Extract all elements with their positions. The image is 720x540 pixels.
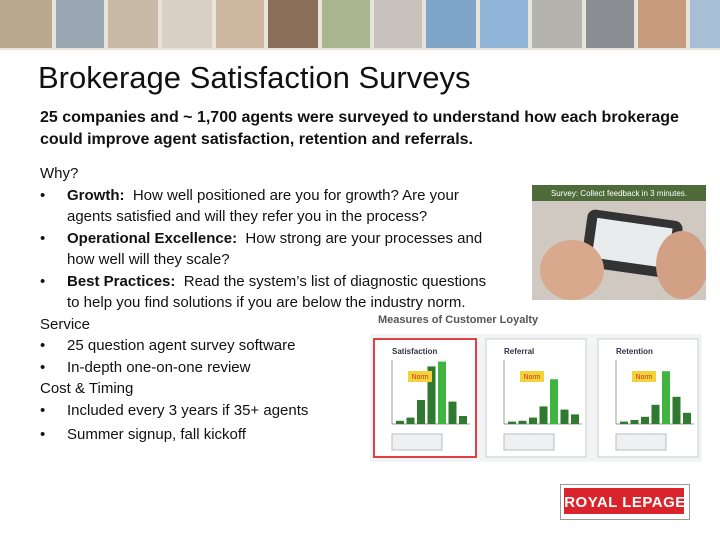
decorative-bar bbox=[620, 421, 628, 424]
decorative-bar bbox=[396, 420, 404, 424]
panel-title: Retention bbox=[616, 347, 653, 356]
decorative-bar bbox=[539, 406, 548, 424]
bullet-label: Growth: bbox=[67, 186, 125, 204]
decorative-bar bbox=[683, 412, 691, 424]
loyalty-charts: Satisfaction Norm Referral Norm Retention Nor… bbox=[370, 334, 702, 462]
decorative-bar bbox=[529, 417, 537, 424]
norm-label: Norm bbox=[635, 374, 652, 381]
bullet-text: How well positioned are you for growth? … bbox=[67, 186, 459, 226]
bullet-text: In-depth one-on-one review bbox=[67, 358, 251, 376]
title: Brokerage Satisfaction Surveys bbox=[38, 60, 471, 95]
subtitle: 25 companies and ~ 1,700 agents were sur… bbox=[40, 109, 679, 148]
loyalty-title: Measures of Customer Loyalty bbox=[378, 314, 539, 326]
bullet-label: Best Practices: bbox=[67, 272, 176, 290]
bullet-text: How strong are your processes and how we… bbox=[67, 229, 483, 269]
section-heading: Service bbox=[40, 315, 91, 333]
norm-label: Norm bbox=[523, 374, 540, 381]
decorative-bar bbox=[417, 400, 425, 424]
norm-label: Norm bbox=[411, 374, 428, 381]
panel-title: Satisfaction bbox=[392, 347, 437, 356]
bullet-text: 25 question agent survey software bbox=[67, 337, 296, 354]
panel-title: Referral bbox=[504, 347, 534, 356]
norm-box bbox=[520, 371, 544, 382]
panel-footer bbox=[391, 433, 443, 451]
decorative-bar bbox=[630, 420, 639, 424]
bullet: 25 question agent survey software bbox=[40, 335, 497, 357]
decorative-bar bbox=[641, 416, 649, 424]
bullet: Growth: How well positioned are you for … bbox=[40, 185, 497, 228]
decorative-bar bbox=[459, 416, 467, 424]
decorative-bar bbox=[518, 420, 527, 424]
norm-box bbox=[632, 371, 656, 382]
decorative-bar bbox=[448, 401, 457, 424]
logo: ROYAL LEPAGE bbox=[560, 484, 690, 520]
photo-strip bbox=[0, 0, 720, 50]
survey-photo: Survey: Collect feedback in 3 minutes. bbox=[532, 185, 706, 300]
decorative-bar bbox=[508, 421, 516, 424]
section-heading: Why? bbox=[40, 165, 79, 182]
survey-caption: Survey: Collect feedback in 3 minutes. bbox=[551, 189, 687, 198]
bullet-text: Included every 3 years if 35+ agents bbox=[67, 401, 309, 419]
bullet: Included every 3 years if 35+ agents bbox=[40, 400, 497, 422]
norm-box bbox=[408, 371, 432, 382]
logo-text: ROYAL LEPAGE bbox=[564, 494, 686, 511]
decorative-bar bbox=[571, 414, 579, 424]
panel-footer bbox=[503, 433, 555, 451]
section-heading: Cost & Timing bbox=[40, 380, 134, 397]
decorative-bar bbox=[550, 379, 558, 424]
decorative-bar bbox=[651, 404, 660, 424]
bullet: Operational Excellence: How strong are y… bbox=[40, 228, 497, 271]
decorative-bar bbox=[672, 396, 681, 424]
panel-footer bbox=[615, 433, 667, 451]
decorative-bar bbox=[560, 409, 569, 424]
decorative-bar bbox=[427, 366, 436, 424]
bullet: In-depth one-on-one review bbox=[40, 357, 497, 379]
bullet: Best Practices: Read the system’s list o… bbox=[40, 271, 497, 314]
decorative-bar bbox=[662, 371, 670, 424]
bullet-text: Read the system’s list of diagnostic que… bbox=[67, 272, 487, 312]
bullet-text: Summer signup, fall kickoff bbox=[67, 426, 246, 443]
body: Why? Growth: How well positioned are you… bbox=[40, 163, 520, 446]
bullet-label: Operational Excellence: bbox=[67, 229, 238, 247]
decorative-bar bbox=[406, 417, 415, 424]
bullet: Summer signup, fall kickoff bbox=[40, 424, 497, 446]
decorative-bar bbox=[438, 361, 446, 424]
